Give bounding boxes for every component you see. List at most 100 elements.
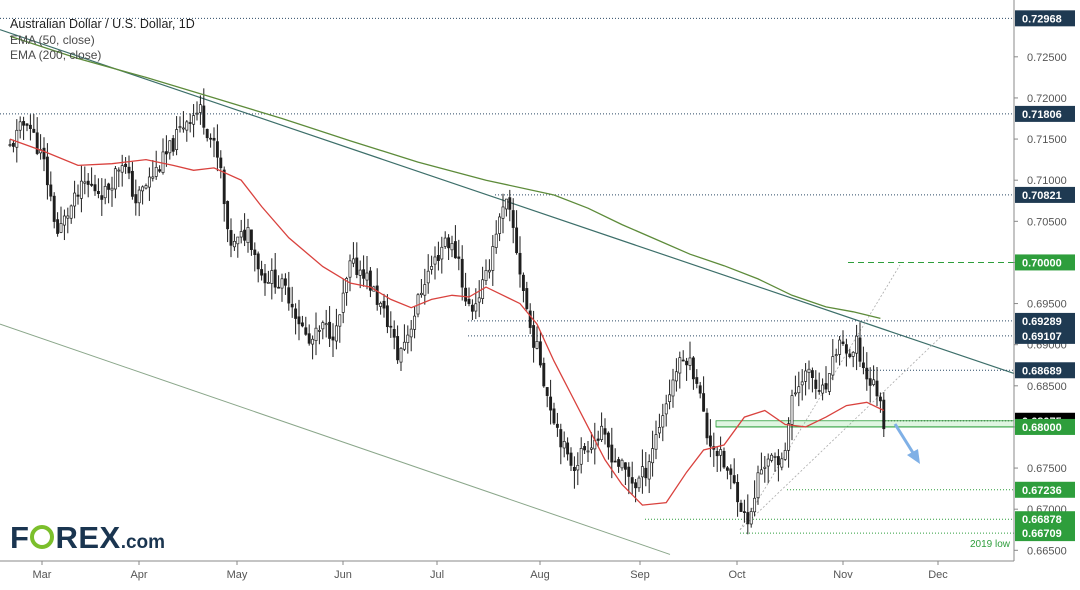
level-label-box — [1015, 418, 1075, 435]
candle-body — [229, 230, 233, 246]
candle-body — [399, 347, 403, 363]
candle-body — [100, 195, 104, 200]
candle-body — [198, 104, 202, 113]
candle-body — [467, 298, 471, 304]
candle-body — [749, 511, 753, 525]
candle-body — [260, 269, 264, 276]
candle-body — [443, 237, 447, 247]
candle-body — [188, 122, 192, 124]
candle-body — [865, 367, 869, 380]
candle-body — [603, 428, 607, 435]
candle-body — [508, 197, 512, 210]
level-label-box — [1015, 511, 1075, 528]
candle-body — [525, 288, 529, 309]
candle-body — [28, 124, 32, 129]
candle-body — [25, 123, 29, 126]
candle-body — [317, 330, 321, 332]
candle-body — [538, 341, 542, 366]
candle-body — [559, 429, 563, 448]
candle-body — [419, 292, 423, 296]
candle-body — [674, 371, 678, 382]
candle-body — [379, 302, 383, 307]
candle-body — [205, 128, 209, 139]
candle-body — [878, 396, 882, 402]
candle-body — [195, 112, 199, 115]
candle-body — [290, 303, 294, 308]
candle-body — [817, 390, 821, 392]
y-tick-label: 0.67500 — [1027, 463, 1067, 475]
candle-body — [396, 336, 400, 361]
candle-body — [151, 176, 155, 179]
candle-body — [770, 454, 774, 461]
level-label-box — [1015, 10, 1075, 27]
candle-body — [620, 459, 624, 469]
ema50-legend: EMA (50, close) — [10, 33, 95, 47]
x-tick-label: Sep — [630, 569, 650, 581]
y-tick-label: 0.68500 — [1027, 381, 1067, 393]
candle-body — [498, 216, 502, 234]
candle-body — [606, 432, 610, 448]
candle-body — [392, 329, 396, 338]
candle-body — [501, 206, 505, 219]
candle-body — [202, 105, 206, 128]
lower-channel-line — [0, 323, 671, 555]
candle-body — [358, 269, 362, 276]
candle-body — [11, 142, 15, 147]
candle-body — [722, 450, 726, 468]
candle-body — [436, 255, 440, 261]
x-tick-label: Apr — [130, 569, 147, 581]
candle-body — [215, 141, 219, 158]
candle-body — [623, 462, 627, 470]
candle-body — [504, 198, 508, 210]
candle-body — [460, 258, 464, 288]
rising-channel-lower — [739, 335, 943, 531]
candle-body — [528, 310, 532, 328]
candle-body — [600, 425, 604, 440]
candle-body — [232, 240, 236, 248]
candle-body — [491, 246, 495, 271]
chart-overlays: 2019 low — [0, 17, 1015, 555]
level-label-box — [1015, 105, 1075, 122]
candle-body — [76, 194, 80, 197]
candle-body — [732, 475, 736, 484]
forex-logo: F REX.com — [10, 520, 165, 556]
level-label-text: 0.70821 — [1022, 190, 1062, 202]
candle-body — [875, 380, 879, 397]
candle-body — [576, 465, 580, 471]
candle-body — [858, 337, 862, 362]
x-tick-label: Mar — [33, 569, 52, 581]
candle-body — [266, 282, 270, 284]
candle-body — [453, 241, 457, 259]
level-label-text: 0.69289 — [1022, 316, 1062, 328]
candle-body — [848, 353, 852, 358]
candle-body — [800, 381, 804, 386]
candle-body — [518, 252, 522, 275]
y-tick-label: 0.66500 — [1027, 545, 1067, 557]
logo-globe-icon — [30, 525, 55, 549]
candle-body — [56, 219, 60, 234]
candle-body — [810, 370, 814, 378]
candle-body — [178, 126, 182, 128]
candle-body — [668, 394, 672, 403]
candle-body — [430, 266, 434, 270]
candle-body — [307, 333, 311, 344]
candle-body — [515, 227, 519, 254]
level-label-text: 0.71806 — [1022, 109, 1062, 121]
candle-body — [824, 383, 828, 390]
candle-body — [535, 340, 539, 349]
candle-body — [783, 450, 787, 460]
candle-body — [124, 163, 128, 167]
level-label-box — [1015, 525, 1075, 542]
candle-body — [86, 180, 90, 185]
candle-body — [630, 477, 634, 484]
candle-body — [477, 297, 481, 303]
candle-body — [253, 249, 257, 255]
level-label-box — [1015, 254, 1075, 271]
candle-body — [375, 285, 379, 305]
candle-body — [882, 399, 886, 430]
level-label-text: 0.69107 — [1022, 331, 1062, 343]
candle-body — [566, 442, 570, 455]
candle-body — [246, 227, 250, 244]
candle-body — [90, 183, 94, 186]
candle-body — [83, 181, 87, 184]
